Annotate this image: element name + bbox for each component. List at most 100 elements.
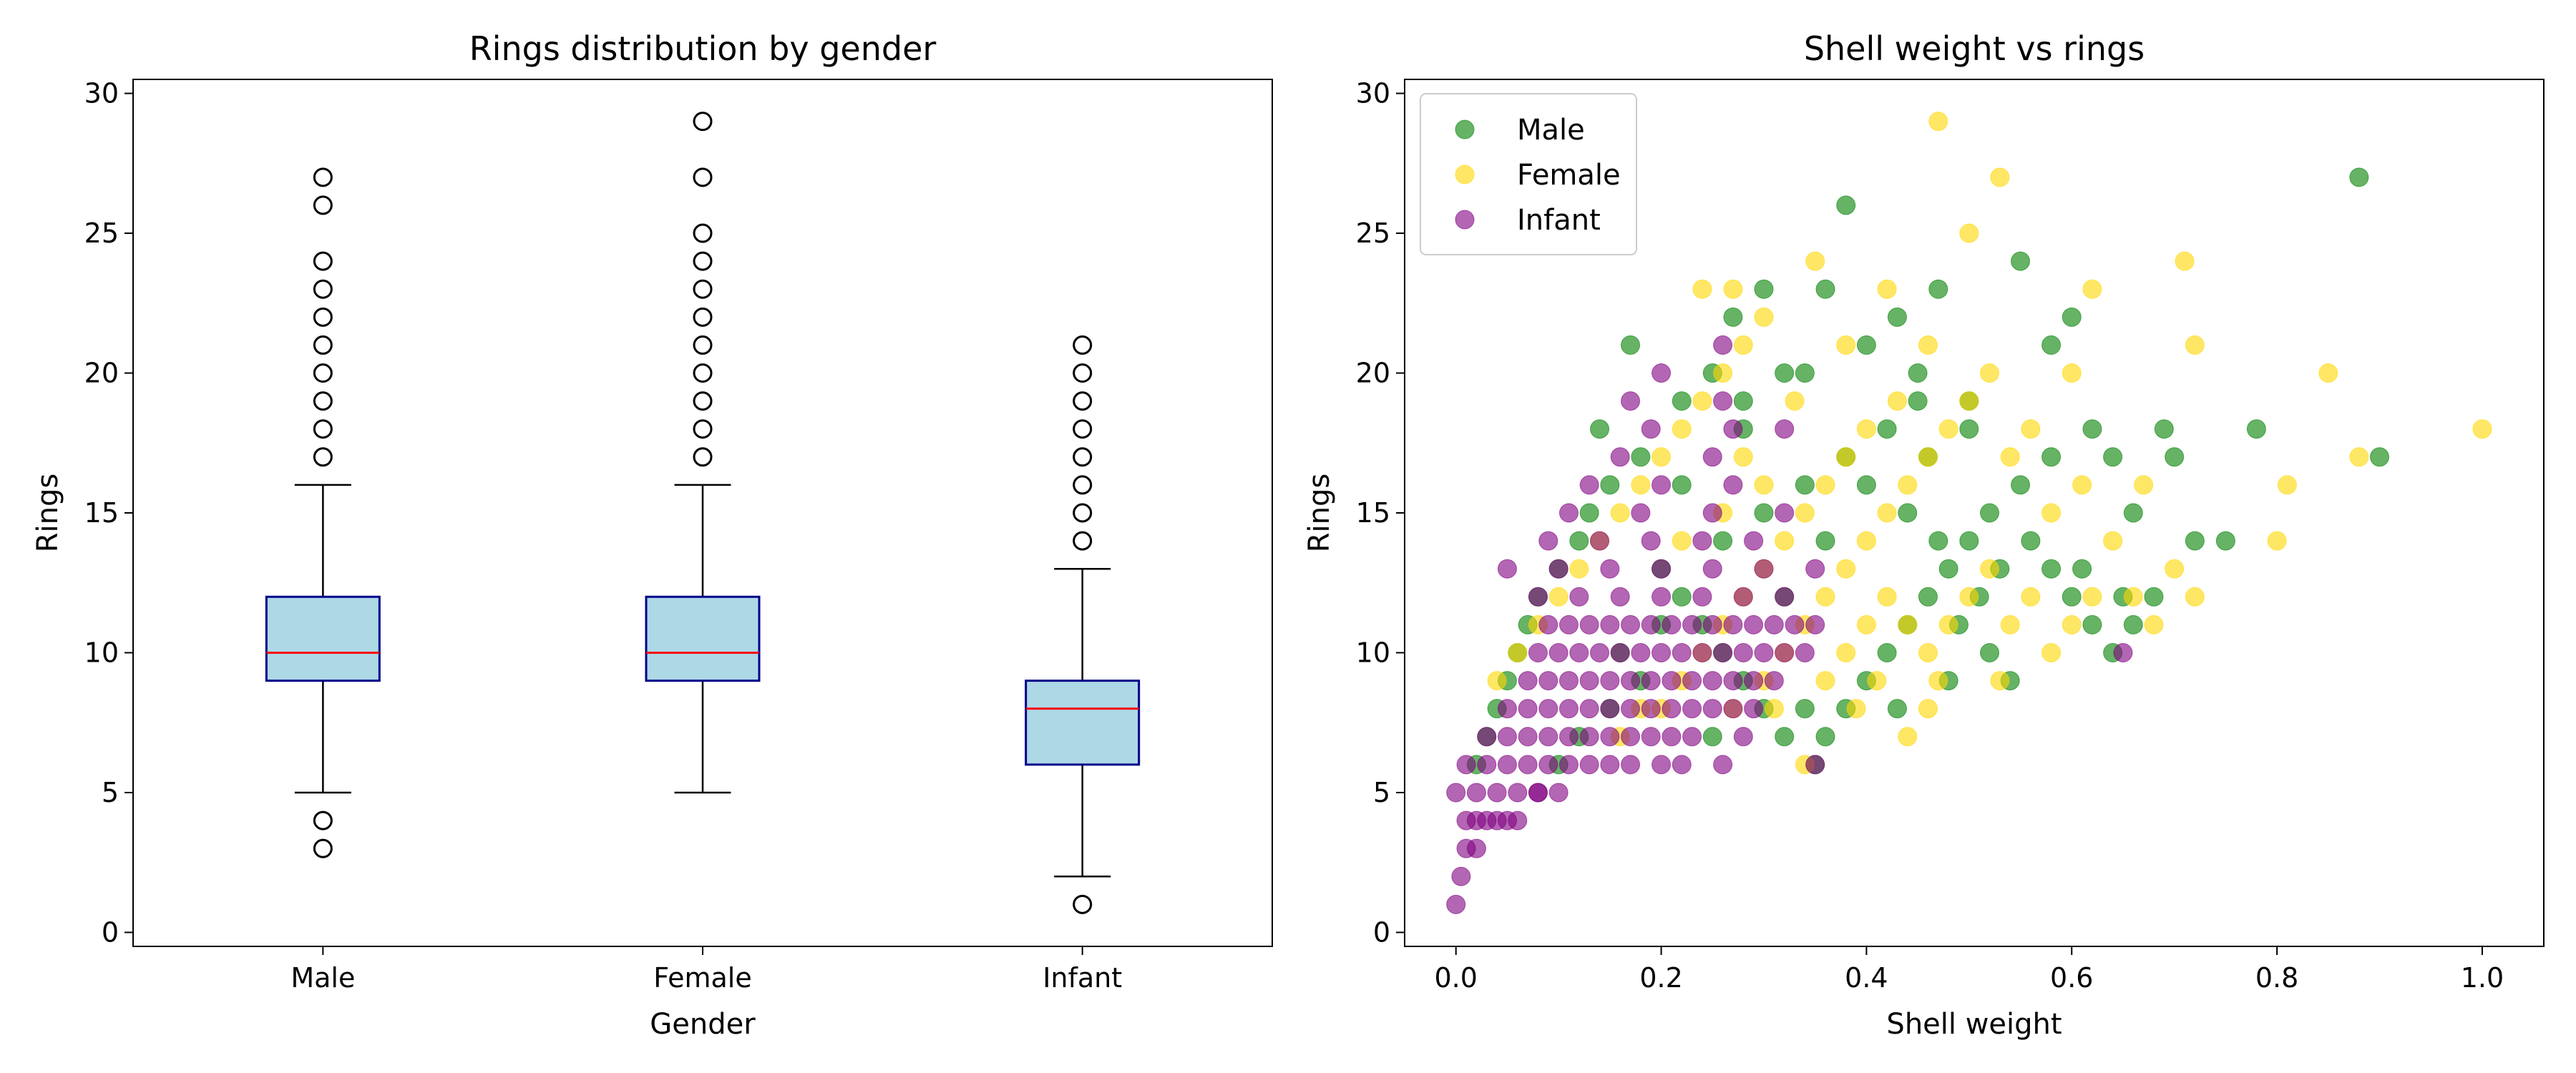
scatter-point <box>1641 419 1661 439</box>
scatter-point <box>2185 587 2205 607</box>
scatter-point <box>1980 363 2000 383</box>
scatter-point <box>1641 531 1661 551</box>
scatter-point <box>1795 363 1815 383</box>
scatter-point <box>2062 587 2082 607</box>
scatter-point <box>1938 559 1958 579</box>
scatter-point <box>1600 755 1620 775</box>
scatter-point <box>1908 391 1928 411</box>
scatter-point <box>1713 531 1733 551</box>
scatter-point <box>1877 642 1897 662</box>
scatter-point <box>2134 475 2154 495</box>
scatter-point <box>1558 614 1579 635</box>
outlier-point <box>313 251 333 271</box>
scatter-point <box>1538 755 1558 775</box>
outlier-point <box>313 363 333 383</box>
scatter-point <box>1723 671 1743 691</box>
scatter-point <box>1610 642 1630 662</box>
scatter-point <box>1518 755 1538 775</box>
scatter-point <box>2103 531 2123 551</box>
scatter-point <box>1836 447 1856 467</box>
scatter-point <box>1928 279 1948 299</box>
scatter-point <box>1877 587 1897 607</box>
scatter-point <box>1652 642 1672 662</box>
outlier-point <box>313 391 333 411</box>
scatter-point <box>2175 251 2195 271</box>
scatter-point <box>1918 699 1938 719</box>
scatter-point <box>1795 503 1815 523</box>
box-x-axis: Male Female Infant <box>291 946 1122 994</box>
scatter-point <box>1713 335 1733 355</box>
outlier-point <box>693 223 713 243</box>
scatter-point <box>1908 363 1928 383</box>
y-tick-label: 25 <box>1356 217 1390 249</box>
scatter-point <box>1918 447 1938 467</box>
scatter-point <box>1621 335 1641 355</box>
scatter-point <box>1754 642 1774 662</box>
scatter-point <box>2062 614 2082 635</box>
scatter-point <box>1815 279 1835 299</box>
legend-marker <box>1455 119 1475 139</box>
scatter-point <box>1764 614 1784 635</box>
series-infant <box>1446 335 2133 914</box>
scatter-point <box>1672 391 1692 411</box>
scatter-point <box>1775 727 1795 747</box>
scatter-point <box>1733 642 1753 662</box>
scatter-point <box>1487 783 1507 803</box>
scatter-point <box>2082 587 2102 607</box>
outlier-point <box>313 167 333 187</box>
scatter-point <box>1898 614 1918 635</box>
box-chart-title: Rings distribution by gender <box>469 29 937 68</box>
scatter-plot-frame <box>1404 79 2545 947</box>
scatter-point <box>1579 614 1599 635</box>
scatter-point <box>1508 642 1528 662</box>
outlier-point <box>1073 447 1093 467</box>
box-x-axis-label: Gender <box>650 1008 756 1041</box>
scatter-point <box>1497 755 1517 775</box>
scatter-point <box>2082 614 2102 635</box>
scatter-point <box>2062 363 2082 383</box>
scatter-point <box>1497 727 1517 747</box>
scatter-y-axis: 0 5 10 15 20 25 30 <box>1356 78 1405 948</box>
scatter-point <box>1764 671 1784 691</box>
legend-item-female: Female <box>1455 159 1621 192</box>
scatter-point <box>1815 671 1835 691</box>
y-tick-label: 30 <box>84 78 119 109</box>
scatter-point <box>1887 699 1907 719</box>
scatter-point <box>1795 475 1815 495</box>
scatter-point <box>2041 335 2062 355</box>
x-tick-label: 0.6 <box>2050 962 2093 994</box>
scatter-point <box>1508 810 1528 831</box>
scatter-point <box>1692 391 1712 411</box>
scatter-point <box>1538 614 1558 635</box>
scatter-point <box>1980 503 2000 523</box>
scatter-point <box>1990 671 2010 691</box>
scatter-point <box>1610 503 1630 523</box>
scatter-point <box>1959 419 1979 439</box>
outlier-point <box>693 391 713 411</box>
x-tick-label: 0.0 <box>1434 962 1477 994</box>
legend-label: Infant <box>1517 204 1601 237</box>
scatter-point <box>1733 727 1753 747</box>
scatter-point <box>1723 419 1743 439</box>
scatter-point <box>1631 503 1651 523</box>
outlier-point <box>693 279 713 299</box>
legend-item-infant: Infant <box>1455 204 1601 237</box>
scatter-point <box>1856 531 1876 551</box>
scatter-point <box>1754 279 1774 299</box>
outlier-point <box>1073 503 1093 523</box>
scatter-point <box>1702 699 1722 719</box>
scatter-point <box>2000 614 2020 635</box>
scatter-point <box>2472 419 2492 439</box>
scatter-point <box>1590 531 1610 551</box>
scatter-point <box>1497 699 1517 719</box>
scatter-point <box>1548 642 1568 662</box>
scatter-point <box>2021 419 2041 439</box>
scatter-point <box>1744 671 1764 691</box>
scatter-point <box>1775 531 1795 551</box>
scatter-point <box>1938 419 1958 439</box>
scatter-point <box>1795 642 1815 662</box>
scatter-point <box>2082 279 2102 299</box>
scatter-point <box>2185 335 2205 355</box>
scatter-point <box>1733 587 1753 607</box>
scatter-point <box>1959 391 1979 411</box>
